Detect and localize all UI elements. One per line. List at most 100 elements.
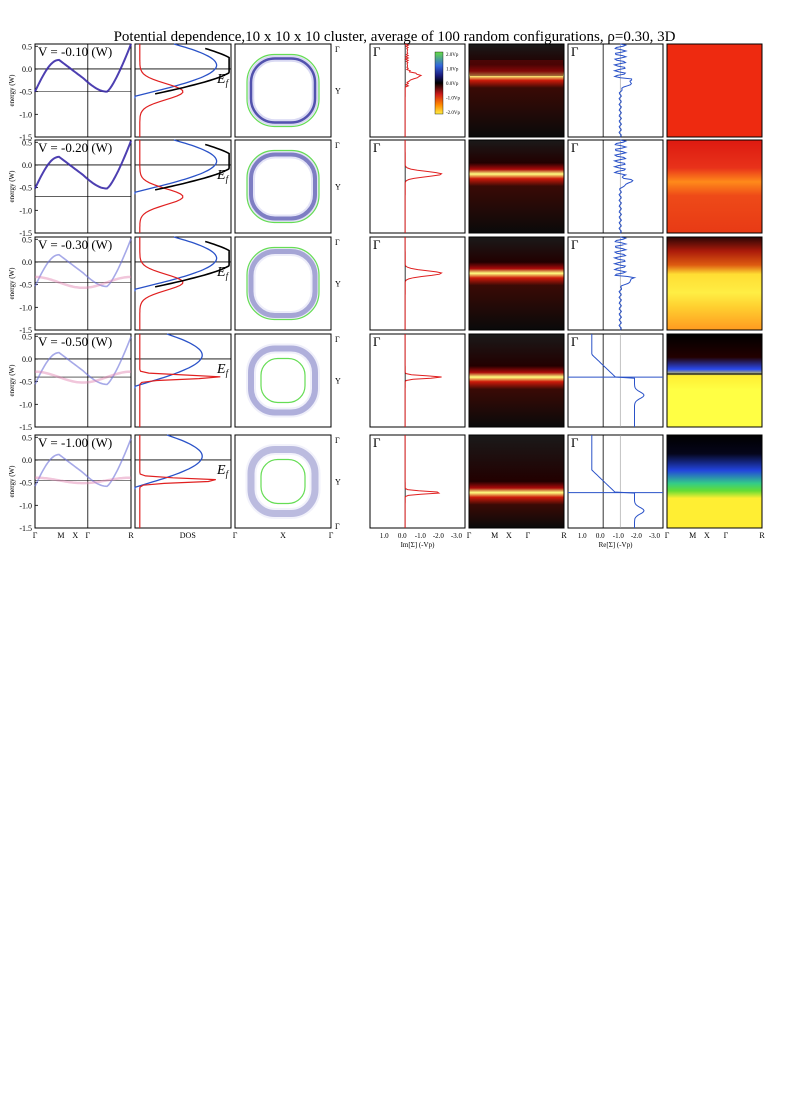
row-1-resigma-map xyxy=(666,43,763,138)
gamma-point-label: Γ xyxy=(571,334,579,349)
sigma-xtick-label: -3.0 xyxy=(451,532,463,540)
row-2-band-panel xyxy=(34,139,132,234)
ytick-label: -0.5 xyxy=(19,378,32,387)
row-1-imsigma-panel xyxy=(369,43,466,138)
row-3-fermi-surface-panel xyxy=(234,236,332,331)
ytick-label: 0.0 xyxy=(22,65,32,74)
sigma-xtick-label: -3.0 xyxy=(649,532,661,540)
colorbar-tick-label: 0.0Vp xyxy=(446,82,459,87)
dos-xlabel: DOS xyxy=(180,531,196,540)
resigma-curve xyxy=(612,236,637,331)
row-2-potential-label: V = -0.20 (W) xyxy=(38,140,112,155)
map-xtick-label: Γ xyxy=(526,531,531,540)
ytick-label: -0.5 xyxy=(19,88,32,97)
ytick-label: 0.0 xyxy=(22,161,32,170)
band-curve xyxy=(34,336,132,386)
map-xtick-label: M xyxy=(689,531,696,540)
dos-red-curve xyxy=(139,140,184,233)
ytick-label: 0.5 xyxy=(22,138,32,147)
resigma-curve xyxy=(612,43,633,138)
band-curve xyxy=(34,438,132,488)
resigma-curve xyxy=(591,435,645,528)
gamma-point-label: Γ xyxy=(571,435,579,450)
ytick-label: -0.5 xyxy=(19,281,32,290)
sigma-xtick-label: 0.0 xyxy=(398,532,407,540)
row-2-imsigma-panel xyxy=(369,139,466,234)
row-2-dos-panel xyxy=(134,139,232,234)
ylabel: energy (W) xyxy=(8,364,16,397)
row-5-resigma-panel xyxy=(567,434,664,529)
green-contour xyxy=(246,246,320,321)
row-5-band-panel xyxy=(34,434,132,529)
ylabel: energy (W) xyxy=(8,465,16,498)
band-xtick-label: Γ xyxy=(33,531,38,540)
fermi-surface-halo xyxy=(245,444,321,519)
fermi-surface-contour xyxy=(248,249,318,318)
band-xtick-label: R xyxy=(128,531,134,540)
sigma-xtick-label: -1.0 xyxy=(415,532,427,540)
dos-blue-curve xyxy=(134,333,203,389)
fs-ytick-mid: Y xyxy=(335,87,341,96)
ytick-label: 0.5 xyxy=(22,42,32,51)
imsigma-curve xyxy=(404,43,423,137)
sigma-xtick-label: 1.0 xyxy=(578,532,587,540)
gamma-point-label: Γ xyxy=(373,237,381,252)
fs-xtick-label: Γ xyxy=(233,531,238,540)
row-4-resigma-map xyxy=(666,333,763,428)
band-xtick-label: M xyxy=(57,531,64,540)
map-xtick-label: M xyxy=(491,531,498,540)
row-5-imsigma-panel xyxy=(369,434,466,529)
band-curve xyxy=(34,238,132,288)
row-1-resigma-panel xyxy=(567,43,664,138)
ytick-label: -1.5 xyxy=(19,133,32,142)
resigma-curve xyxy=(612,139,634,234)
ytick-label: 0.0 xyxy=(22,258,32,267)
resigma-curve xyxy=(591,334,645,427)
fermi-energy-subscript: f xyxy=(226,469,230,479)
gamma-point-label: Γ xyxy=(571,140,579,155)
band-xtick-label: X xyxy=(72,531,78,540)
fermi-energy-subscript: f xyxy=(226,368,230,378)
ytick-label: -1.5 xyxy=(19,524,32,533)
figure-title: Potential dependence,10 x 10 x 10 cluste… xyxy=(113,29,676,45)
impurity-band-curve xyxy=(35,370,131,384)
sigma-xtick-label: 1.0 xyxy=(380,532,389,540)
row-3-resigma-map xyxy=(666,236,763,331)
row-4-imsigma-panel xyxy=(369,333,466,428)
green-contour xyxy=(246,149,320,224)
band-xtick-label: Γ xyxy=(85,531,90,540)
ytick-label: -1.5 xyxy=(19,229,32,238)
colorbar-tick-label: 1.0Vp xyxy=(446,68,459,73)
gamma-point-label: Γ xyxy=(373,334,381,349)
row-1-potential-label: V = -0.10 (W) xyxy=(38,44,112,59)
ytick-label: 0.0 xyxy=(22,355,32,364)
ytick-label: -0.5 xyxy=(19,479,32,488)
dos-red-curve xyxy=(139,435,216,528)
dos-black-curve xyxy=(154,240,230,288)
fs-ytick-mid: Y xyxy=(335,183,341,192)
sigma-xtick-label: -2.0 xyxy=(433,532,445,540)
fs-ytick-bottom: Γ xyxy=(335,522,340,531)
ytick-label: 0.5 xyxy=(22,235,32,244)
row-3-resigma-panel xyxy=(567,236,664,331)
row-5-potential-label: V = -1.00 (W) xyxy=(38,435,112,450)
ytick-label: -1.0 xyxy=(19,501,32,510)
map-xtick-label: R xyxy=(759,531,765,540)
row-4-resigma-panel xyxy=(567,333,664,428)
fermi-surface-contour xyxy=(249,57,317,124)
fermi-energy-subscript: f xyxy=(226,78,230,88)
row-5-fermi-surface-panel xyxy=(234,434,332,529)
dos-red-curve xyxy=(139,237,184,330)
colorbar xyxy=(434,51,444,115)
band-curve xyxy=(34,43,132,93)
map-xtick-label: Γ xyxy=(724,531,729,540)
row-3-imsigma-map xyxy=(468,236,565,331)
gamma-point-label: Γ xyxy=(373,140,381,155)
imsigma-curve xyxy=(404,237,443,330)
fermi-surface-contour xyxy=(248,345,318,416)
ylabel: energy (W) xyxy=(8,170,16,203)
row-1-band-panel xyxy=(34,43,132,138)
map-xtick-label: Γ xyxy=(467,531,472,540)
